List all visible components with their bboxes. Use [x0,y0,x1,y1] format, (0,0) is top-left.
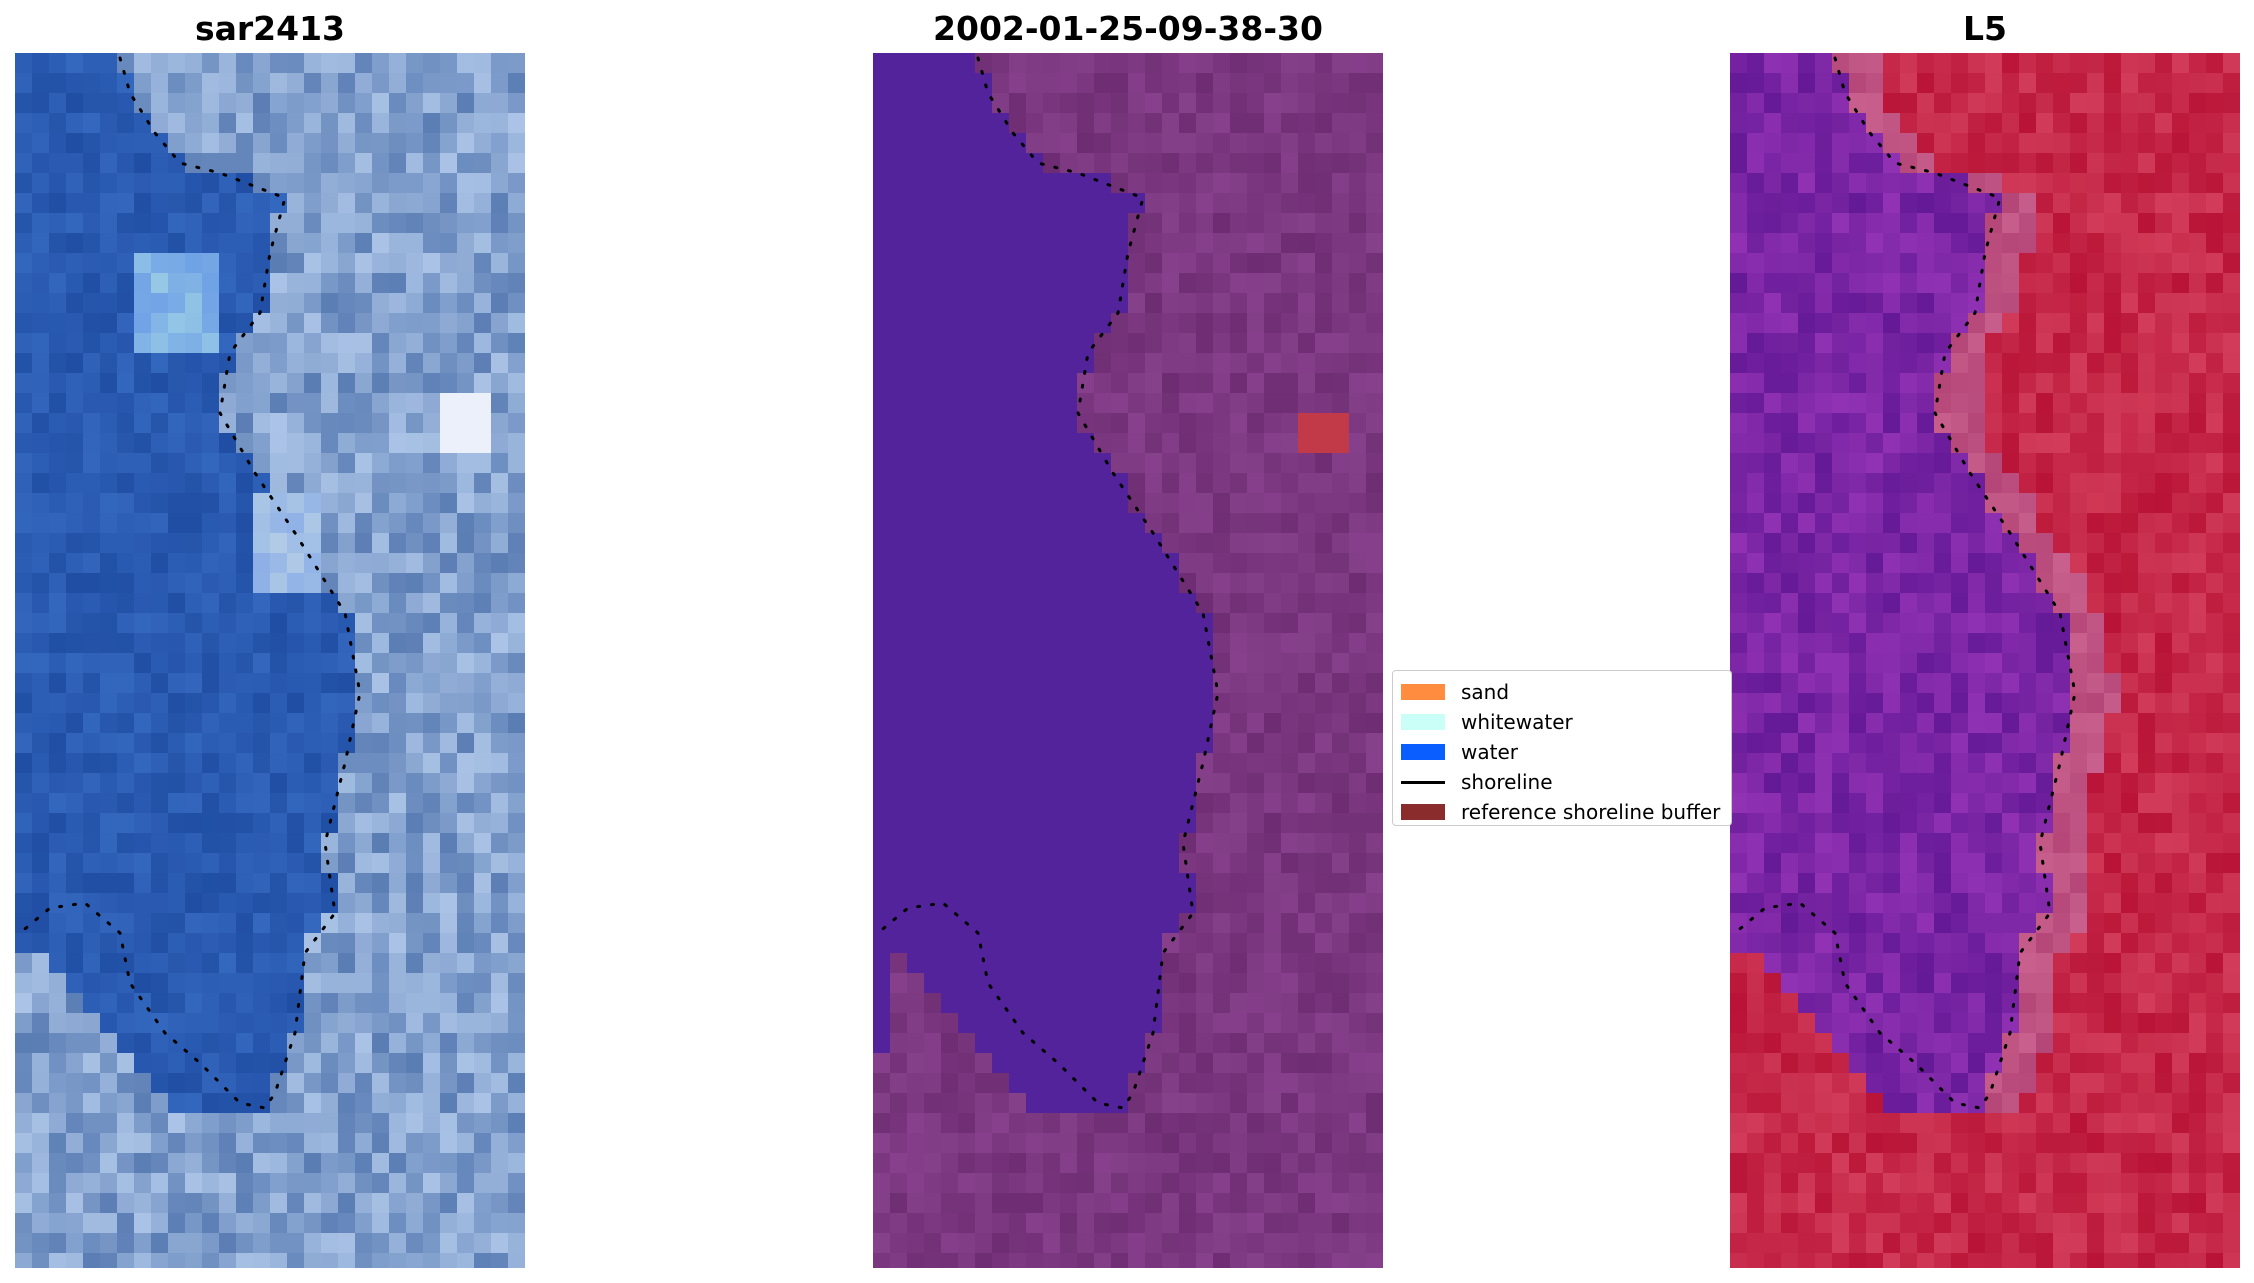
classification-image [873,53,1383,1268]
legend-label: water [1461,740,1518,764]
legend-label: sand [1461,680,1510,704]
panel-title-l5: L5 [1963,9,2007,48]
classification-panel [873,53,1383,1268]
whitewater-swatch [1401,714,1445,730]
legend-item-buffer: reference shoreline buffer [1401,797,1720,827]
shoreline-line-swatch [1401,780,1445,784]
legend-item-shoreline: shoreline [1401,767,1553,797]
legend: sand whitewater water shoreline referenc… [1392,670,1732,826]
index-image [1730,53,2240,1268]
panel-title-date: 2002-01-25-09-38-30 [933,9,1323,48]
legend-label: whitewater [1461,710,1573,734]
rgb-image-panel [15,53,525,1268]
shoreline-dots [18,56,362,1110]
legend-item-whitewater: whitewater [1401,707,1573,737]
legend-item-water: water [1401,737,1518,767]
shoreline-dots [1733,56,2077,1110]
legend-label: shoreline [1461,770,1553,794]
panel-title-sar2413: sar2413 [194,9,346,48]
legend-label: reference shoreline buffer [1461,800,1721,824]
shoreline-dots [876,56,1220,1110]
legend-item-sand: sand [1401,677,1509,707]
sand-swatch [1401,684,1445,700]
index-image-panel [1730,53,2240,1268]
buffer-swatch [1401,804,1445,820]
water-swatch [1401,744,1445,760]
rgb-image [15,53,525,1268]
